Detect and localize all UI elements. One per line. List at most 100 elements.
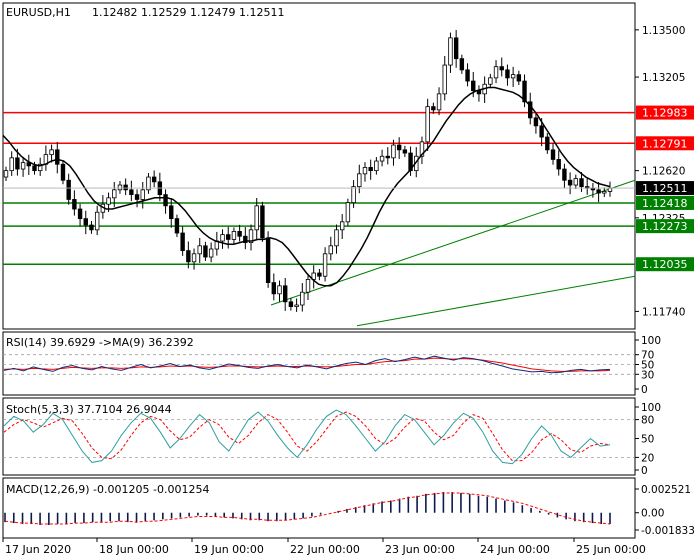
candle	[488, 73, 493, 89]
macd-panel: MACD(12,26,9) -0.001205 -0.001254 0.0025…	[2, 477, 695, 539]
candle-body	[271, 282, 277, 295]
candle-body	[328, 245, 333, 255]
candle-body	[305, 279, 311, 293]
candle-body	[3, 170, 9, 178]
trendlines	[270, 179, 636, 327]
candle	[169, 197, 174, 228]
candle	[596, 181, 601, 203]
candle	[362, 162, 368, 182]
candle-body	[72, 199, 77, 210]
candle-body	[186, 250, 191, 263]
candle-body	[9, 157, 14, 172]
level-tag-bg-1	[636, 136, 694, 151]
candle-body	[231, 231, 237, 240]
candle-body	[77, 208, 83, 220]
candle	[510, 66, 516, 87]
candle	[83, 210, 88, 235]
candle	[351, 180, 356, 208]
candle-body	[15, 157, 20, 170]
candle-body	[396, 144, 402, 151]
rsi-ma-line	[3, 357, 611, 372]
candle-body	[471, 80, 476, 92]
candle-body	[283, 285, 288, 303]
candle-body	[362, 167, 368, 175]
candle-body	[419, 141, 425, 157]
rsi-label: RSI(14) 39.6929 ->MA(9) 36.2392	[6, 336, 194, 349]
candle	[579, 172, 584, 192]
macd-tick-label: 0.00	[641, 508, 664, 520]
candle	[174, 214, 180, 238]
level-tag-1: 1.12791	[642, 137, 688, 150]
candle-body	[453, 37, 459, 60]
candle	[55, 142, 60, 174]
candle	[37, 157, 43, 176]
moving-average	[2, 86, 611, 287]
candle-body	[294, 304, 299, 308]
candle	[283, 277, 288, 311]
candle-body	[220, 234, 225, 242]
candle-body	[607, 187, 613, 192]
candle-body	[55, 149, 60, 165]
candle-body	[505, 69, 510, 79]
candle-body	[89, 224, 94, 231]
candle	[3, 166, 9, 182]
candle	[191, 248, 197, 270]
candle	[528, 92, 533, 125]
level-tag-0: 1.12983	[642, 107, 688, 120]
candle-body	[385, 155, 390, 159]
candle-body	[550, 149, 556, 160]
candle-body	[169, 205, 174, 220]
candle-body	[596, 189, 601, 194]
candle-body	[191, 253, 197, 263]
candle	[72, 190, 77, 216]
candle-body	[442, 64, 447, 95]
current-price-bg	[636, 181, 694, 196]
candle	[345, 198, 351, 226]
candle-body	[368, 167, 373, 172]
candle	[186, 241, 191, 269]
candle-body	[345, 202, 351, 223]
candle	[391, 139, 396, 166]
candle-body	[260, 205, 265, 239]
stoch-tick-label: 50	[641, 434, 654, 446]
candle	[448, 32, 453, 73]
candle-body	[379, 155, 385, 162]
candle	[134, 189, 140, 208]
candle-body	[243, 235, 248, 244]
candle-body	[391, 144, 396, 159]
candle	[465, 63, 470, 87]
candle	[271, 273, 277, 301]
candle	[493, 60, 499, 84]
candle	[317, 269, 322, 281]
candle-body	[545, 136, 550, 151]
level-tag-bg-2	[636, 195, 694, 210]
level-tag-bg-4	[636, 257, 694, 272]
candle-body	[488, 77, 493, 85]
candle-body	[66, 179, 71, 200]
candle	[459, 54, 465, 74]
macd-axis: 0.002521 0.00 -0.001833	[635, 484, 695, 537]
candles	[3, 30, 613, 312]
candle	[203, 241, 208, 262]
candle-body	[203, 245, 208, 258]
candle-body	[317, 272, 322, 277]
candle	[146, 173, 151, 194]
time-tick-label: 19 Jun 00:00	[194, 543, 264, 556]
candle	[9, 151, 14, 176]
candle	[220, 229, 225, 249]
candle	[20, 157, 26, 177]
candle	[180, 226, 185, 256]
price-panel: EURUSD,H1 1.12482 1.12529 1.12479 1.1251…	[2, 2, 694, 330]
trendline-0	[270, 179, 636, 306]
candle	[379, 149, 385, 167]
stoch-tick-label: 80	[641, 415, 654, 427]
candle-body	[277, 285, 282, 295]
candle-body	[140, 189, 145, 200]
candle	[288, 297, 294, 311]
time-tick-label: 23 Jun 00:00	[385, 543, 455, 556]
candle	[77, 203, 83, 227]
candle-body	[248, 229, 254, 244]
level-tag-3: 1.12273	[642, 220, 688, 233]
candle-body	[556, 159, 561, 170]
candle	[436, 87, 442, 116]
